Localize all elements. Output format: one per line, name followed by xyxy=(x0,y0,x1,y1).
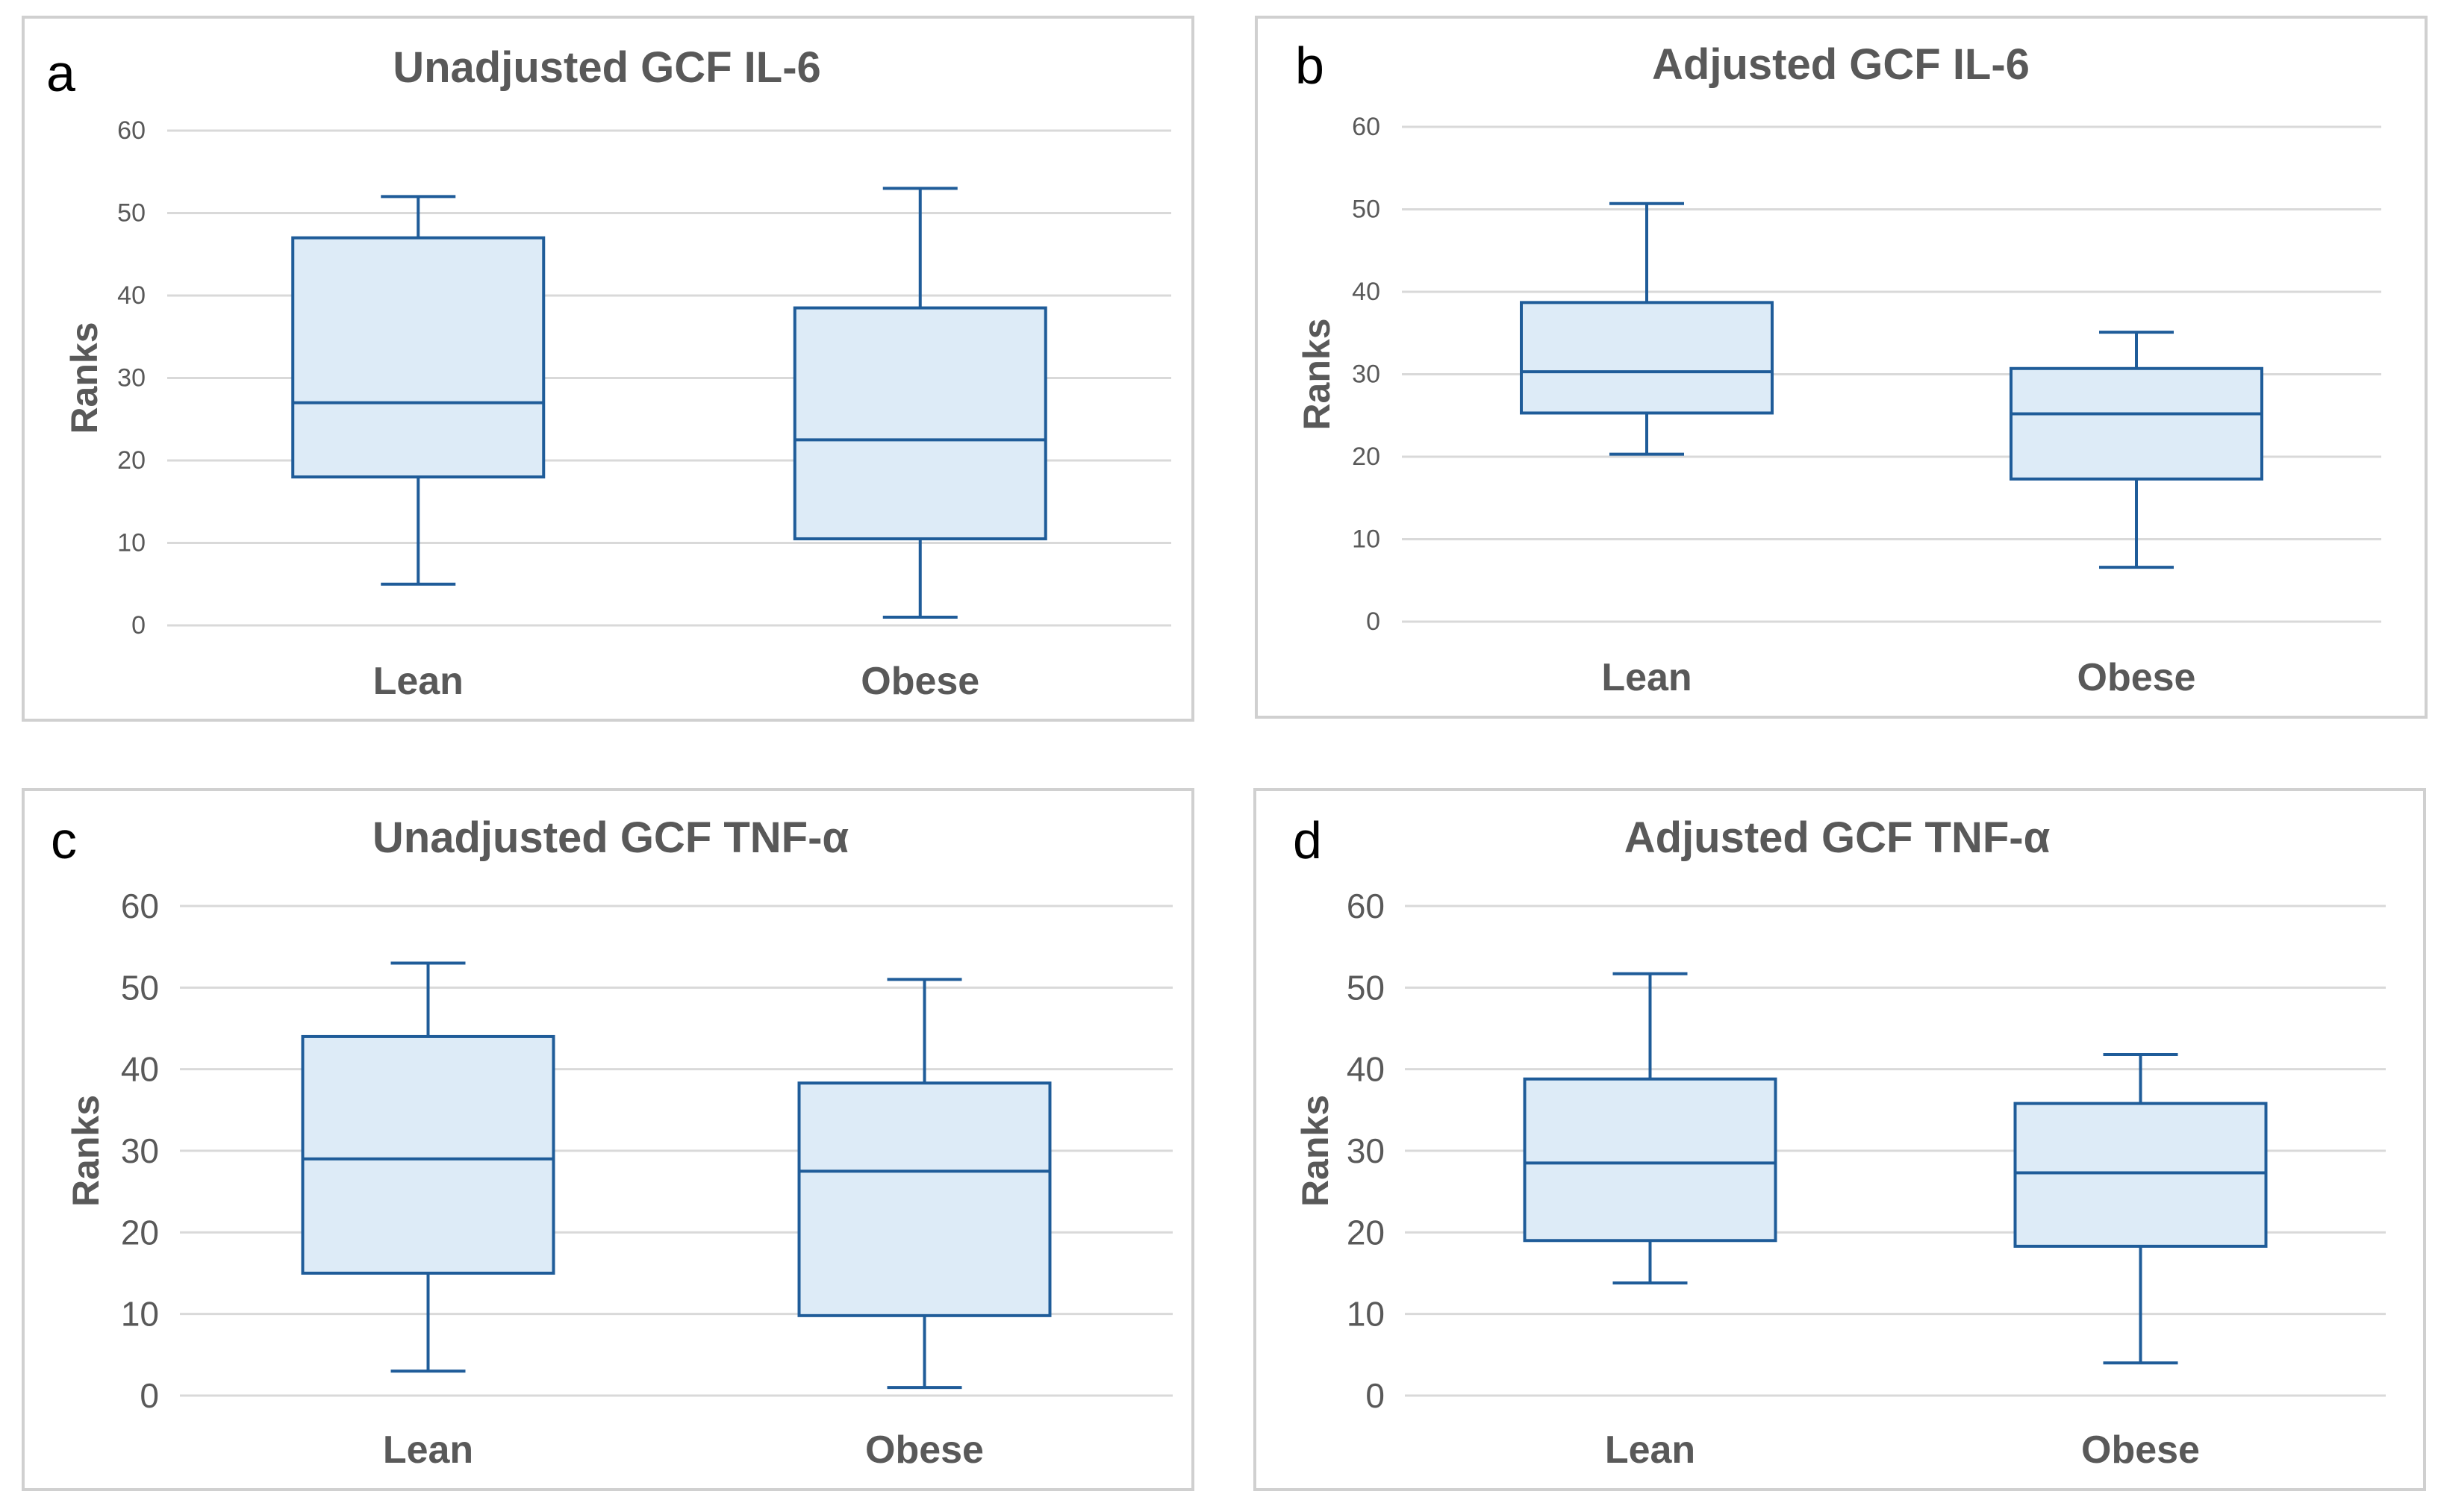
y-tick-label: 60 xyxy=(121,887,159,925)
x-category-label: Obese xyxy=(861,660,979,703)
box-lean xyxy=(1520,202,1774,456)
y-tick-label: 10 xyxy=(1347,1295,1385,1334)
y-tick-label: 40 xyxy=(1347,1050,1385,1089)
y-tick-label: 40 xyxy=(1352,278,1380,306)
y-tick-label: 20 xyxy=(1352,443,1380,471)
y-tick-label: 30 xyxy=(1352,360,1380,389)
chart-panel-c: 0 10 20 30 40 50 60 c Unadjusted GCF TNF-α Ranks L… xyxy=(22,788,1194,1491)
chart-panel-d: 0 10 20 30 40 50 60 d Adjusted GCF TNF-α Ranks Lea… xyxy=(1253,788,2426,1491)
box-obese xyxy=(793,187,1047,619)
iqr-box xyxy=(2013,1102,2268,1248)
x-category-label: Obese xyxy=(2081,1428,2200,1472)
y-tick-label: 50 xyxy=(1347,968,1385,1007)
x-category-label: Lean xyxy=(1605,1428,1695,1472)
x-category-label: Lean xyxy=(373,660,464,703)
iqr-box xyxy=(2010,366,2263,481)
y-tick-label: 20 xyxy=(121,1213,159,1252)
iqr-box xyxy=(797,1081,1052,1317)
x-category-label: Obese xyxy=(865,1428,984,1472)
y-tick-label: 0 xyxy=(1365,1376,1385,1415)
iqr-box xyxy=(291,236,546,479)
box-obese xyxy=(2013,1052,2268,1365)
y-tick-label: 30 xyxy=(117,364,146,393)
x-category-label: Lean xyxy=(1601,656,1692,699)
iqr-box xyxy=(301,1034,555,1275)
y-tick-label: 40 xyxy=(117,281,146,310)
panel-letter: b xyxy=(1295,37,1324,95)
iqr-box xyxy=(1523,1077,1777,1243)
iqr-box xyxy=(1520,301,1774,415)
y-tick-label: 30 xyxy=(1347,1131,1385,1170)
iqr-box xyxy=(793,306,1047,540)
y-tick-label: 0 xyxy=(140,1376,159,1415)
x-category-label: Obese xyxy=(2077,656,2196,699)
y-axis-label: Ranks xyxy=(1296,318,1338,430)
box-lean xyxy=(301,961,555,1373)
y-tick-label: 20 xyxy=(1347,1213,1385,1252)
chart-title: Unadjusted GCF IL-6 xyxy=(393,43,821,92)
y-axis-label: Ranks xyxy=(1294,1095,1336,1207)
chart-panel-a: 0 10 20 30 40 50 60 a Unadjusted GCF IL-6 Ranks Le… xyxy=(22,16,1194,722)
y-tick-label: 20 xyxy=(117,446,146,475)
box-lean xyxy=(291,195,546,586)
y-tick-label: 30 xyxy=(121,1131,159,1170)
y-tick-label: 50 xyxy=(1352,196,1380,224)
y-tick-label: 10 xyxy=(121,1295,159,1334)
y-tick-label: 50 xyxy=(117,199,146,228)
panel-letter: d xyxy=(1293,811,1322,869)
y-tick-label: 60 xyxy=(1352,113,1380,141)
chart-panel-b: 0 10 20 30 40 50 60 b Adjusted GCF IL-6 Ranks Lean… xyxy=(1255,16,2428,719)
y-tick-label: 0 xyxy=(1366,607,1380,636)
box-lean xyxy=(1523,972,1777,1285)
y-tick-label: 50 xyxy=(121,968,159,1007)
panel-letter: c xyxy=(51,811,77,869)
y-tick-label: 10 xyxy=(1352,525,1380,554)
y-axis-label: Ranks xyxy=(63,322,105,434)
y-axis-label: Ranks xyxy=(65,1095,107,1207)
box-obese xyxy=(2010,331,2263,569)
chart-title: Adjusted GCF IL-6 xyxy=(1652,40,2030,89)
y-tick-label: 60 xyxy=(1347,887,1385,925)
box-obese xyxy=(797,978,1052,1390)
y-tick-label: 40 xyxy=(121,1050,159,1089)
x-category-label: Lean xyxy=(383,1428,473,1472)
y-tick-label: 60 xyxy=(117,116,146,145)
y-tick-label: 10 xyxy=(117,529,146,557)
chart-title: Unadjusted GCF TNF-α xyxy=(372,813,849,862)
y-tick-label: 0 xyxy=(131,611,146,640)
panel-letter: a xyxy=(46,44,75,102)
chart-title: Adjusted GCF TNF-α xyxy=(1624,813,2051,862)
